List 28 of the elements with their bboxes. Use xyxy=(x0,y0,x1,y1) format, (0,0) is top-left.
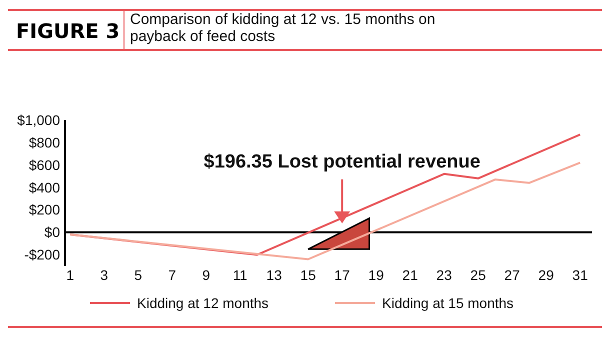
y-tick-label: $800 xyxy=(28,134,60,150)
x-tick-label: 13 xyxy=(266,267,282,283)
x-tick-label: 5 xyxy=(134,267,142,283)
x-tick-label: 31 xyxy=(572,267,588,283)
chart-subtitle: Comparison of kidding at 12 vs. 15 months on payback of feed costs xyxy=(130,11,436,45)
x-tick-label: 25 xyxy=(470,267,486,283)
legend-label: Kidding at 15 months xyxy=(382,294,514,311)
x-tick-label: 29 xyxy=(538,267,554,283)
x-tick-label: 23 xyxy=(436,267,452,283)
y-tick-label: -$200 xyxy=(24,246,60,263)
y-tick-label: $0 xyxy=(44,224,60,240)
x-tick-label: 1 xyxy=(66,267,74,283)
annotation: $196.35 Lost potential revenue xyxy=(204,151,480,172)
x-tick-label: 7 xyxy=(168,267,176,283)
y-tick-label: $600 xyxy=(28,156,60,173)
y-tick-label: $400 xyxy=(28,179,60,196)
x-tick-label: 19 xyxy=(368,267,384,283)
y-tick-label: $200 xyxy=(28,202,60,218)
y-tick-label: $1,000 xyxy=(17,112,60,128)
x-tick-label: 21 xyxy=(402,267,418,283)
x-tick-label: 17 xyxy=(334,267,350,283)
x-tick-label: 27 xyxy=(504,267,520,283)
legend-label: Kidding at 12 months xyxy=(137,294,269,311)
x-tick-label: 11 xyxy=(232,267,248,283)
chart-title: FIGURE 3 xyxy=(16,19,120,43)
x-tick-label: 9 xyxy=(202,267,210,283)
x-tick-label: 3 xyxy=(100,267,108,283)
x-tick-label: 15 xyxy=(300,267,316,283)
